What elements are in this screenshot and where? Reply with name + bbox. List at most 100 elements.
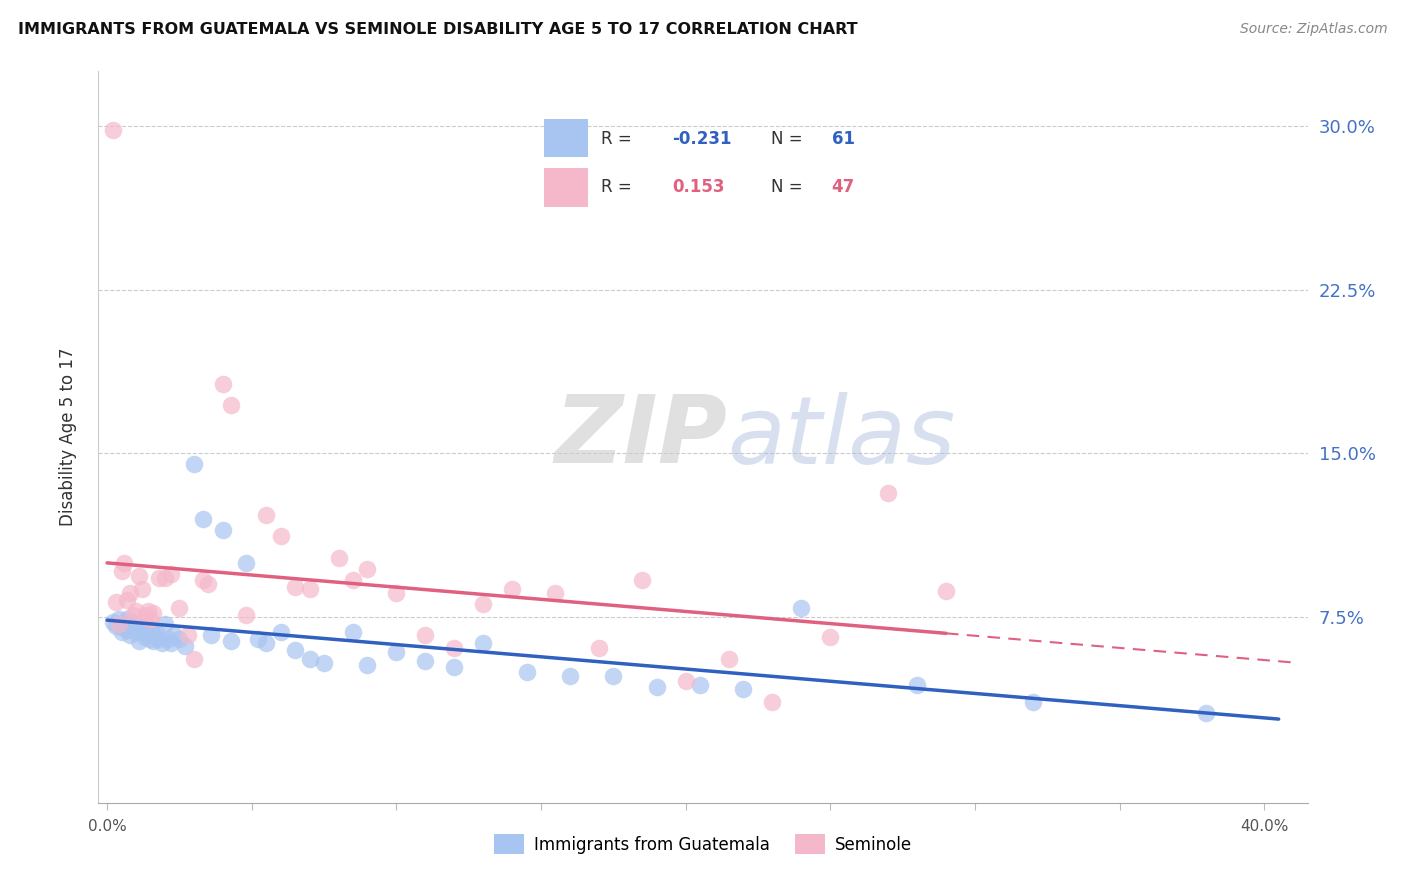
Point (558, 669, 581, 683)
Point (153, 616, 176, 631)
Point (443, 640, 465, 655)
Point (169, 601, 191, 615)
Point (342, 573, 364, 587)
Text: ZIP: ZIP (554, 391, 727, 483)
Point (131, 582, 153, 596)
Point (790, 601, 813, 615)
Point (128, 624, 150, 638)
Point (356, 658, 378, 673)
Point (501, 582, 523, 596)
Point (150, 636, 173, 650)
Point (1022, 695, 1045, 709)
Point (128, 568, 150, 582)
Point (104, 595, 127, 609)
Point (385, 586, 408, 600)
Point (246, 632, 269, 646)
Point (153, 571, 176, 585)
Point (139, 621, 162, 635)
Point (125, 604, 148, 618)
Point (162, 628, 184, 642)
Point (107, 612, 129, 626)
Point (385, 645, 408, 659)
Point (139, 612, 162, 626)
Point (443, 660, 465, 674)
Point (159, 566, 181, 581)
Text: 40.0%: 40.0% (1240, 819, 1288, 834)
Point (183, 458, 205, 472)
Point (117, 592, 139, 607)
Text: Source: ZipAtlas.com: Source: ZipAtlas.com (1240, 22, 1388, 37)
Point (270, 625, 292, 640)
Point (254, 508, 277, 522)
Point (101, 123, 124, 137)
Point (117, 612, 139, 626)
Point (342, 625, 364, 640)
Point (689, 678, 711, 692)
Point (602, 669, 624, 683)
Point (413, 628, 436, 642)
Point (174, 639, 197, 653)
Point (134, 625, 156, 640)
Point (125, 625, 148, 640)
Point (125, 616, 148, 631)
Point (114, 556, 136, 570)
Point (718, 651, 741, 665)
Point (104, 619, 127, 633)
Y-axis label: Disability Age 5 to 17: Disability Age 5 to 17 (59, 348, 77, 526)
Point (114, 621, 136, 635)
Point (148, 632, 170, 646)
Point (1195, 706, 1218, 721)
Point (183, 651, 205, 665)
Point (413, 654, 436, 668)
Point (284, 643, 307, 657)
Point (312, 656, 335, 670)
Point (134, 630, 156, 644)
Point (200, 628, 222, 642)
Point (131, 621, 153, 635)
Point (298, 582, 321, 596)
Point (145, 625, 167, 640)
Point (515, 665, 537, 679)
Point (197, 577, 219, 591)
Point (110, 625, 132, 640)
Text: IMMIGRANTS FROM GUATEMALA VS SEMINOLE DISABILITY AGE 5 TO 17 CORRELATION CHART: IMMIGRANTS FROM GUATEMALA VS SEMINOLE DI… (18, 22, 858, 37)
Point (675, 673, 697, 688)
Point (298, 651, 321, 665)
Point (159, 636, 181, 650)
Point (472, 636, 495, 650)
Point (122, 607, 145, 622)
Point (101, 615, 124, 629)
Point (733, 682, 755, 697)
Point (148, 571, 170, 585)
Point (356, 562, 378, 576)
Point (122, 619, 145, 633)
Point (254, 636, 277, 650)
Point (120, 615, 142, 629)
Point (472, 597, 495, 611)
Point (905, 678, 928, 692)
Point (328, 551, 350, 566)
Point (221, 634, 243, 648)
Point (107, 616, 129, 631)
Point (631, 573, 654, 587)
Point (191, 573, 214, 587)
Point (820, 630, 842, 644)
Point (169, 632, 191, 646)
Point (110, 565, 132, 579)
Text: atlas: atlas (727, 392, 956, 483)
Point (142, 628, 165, 642)
Point (156, 632, 179, 646)
Point (128, 634, 150, 648)
Point (235, 556, 257, 570)
Point (588, 640, 610, 655)
Point (131, 615, 153, 629)
Point (120, 586, 142, 600)
Point (191, 512, 214, 526)
Point (110, 616, 132, 631)
Point (270, 529, 292, 543)
Point (134, 607, 156, 622)
Text: 0.0%: 0.0% (87, 819, 127, 834)
Point (221, 399, 243, 413)
Point (139, 632, 162, 646)
Point (177, 628, 200, 642)
